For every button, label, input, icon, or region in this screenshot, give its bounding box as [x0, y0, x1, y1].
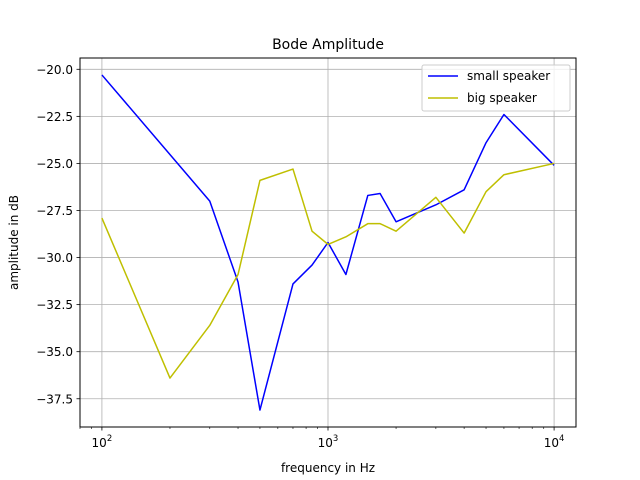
y-axis-label: amplitude in dB [7, 195, 21, 290]
y-tick-label-7: −37.5 [36, 392, 73, 406]
x-tick-label-2: 104 [544, 434, 565, 450]
x-tick-label-0: 102 [92, 434, 113, 450]
series-lines [101, 74, 555, 411]
x-tick-label-1: 103 [318, 434, 339, 450]
series-line-small-speaker [101, 74, 555, 411]
y-tick-label-6: −35.0 [36, 345, 73, 359]
y-tick-label-3: −27.5 [36, 204, 73, 218]
legend-label-small-speaker: small speaker [467, 69, 550, 83]
chart-title: Bode Amplitude [272, 37, 384, 53]
y-tick-label-4: −30.0 [36, 251, 73, 265]
legend-box [421, 64, 571, 112]
series-line-big-speaker [101, 162, 555, 379]
y-tick-label-1: −22.5 [36, 110, 73, 124]
y-tick-label-0: −20.0 [36, 63, 73, 77]
x-axis-label: frequency in Hz [281, 461, 375, 475]
legend-label-big-speaker: big speaker [467, 91, 537, 105]
y-tick-label-2: −25.0 [36, 157, 73, 171]
y-tick-label-5: −32.5 [36, 298, 73, 312]
y-axis-ticks: −20.0 −22.5 −25.0 −27.5 −30.0 −32.5 −35.0 −37.5 [36, 63, 80, 406]
x-axis-ticks: 102 103 104 [92, 427, 565, 450]
legend: small speaker big speaker [421, 64, 571, 112]
